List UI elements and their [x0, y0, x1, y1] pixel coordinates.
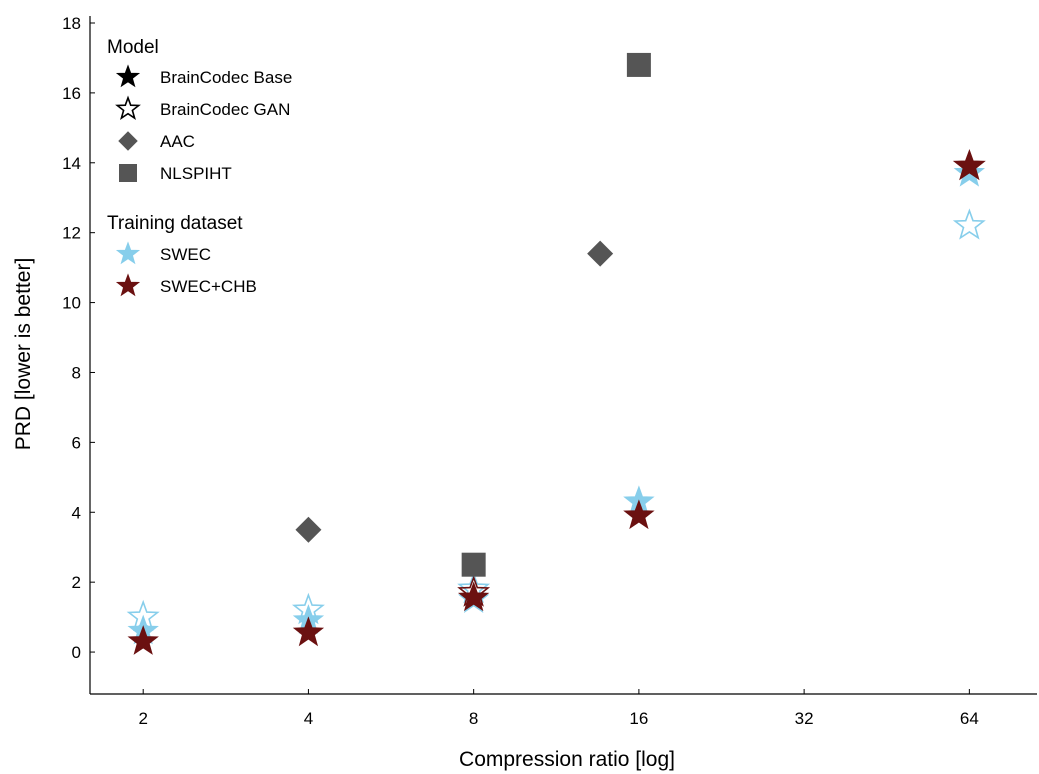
- y-tick-label: 4: [72, 503, 81, 522]
- braincodec-base-swec-chb-point: [127, 625, 159, 655]
- y-tick-label: 2: [72, 573, 81, 592]
- aac-point: [587, 240, 614, 267]
- legend-label: SWEC: [160, 245, 211, 264]
- legend-marker-braincodec-gan: [115, 95, 141, 120]
- braincodec-base-swec-chb-point: [953, 149, 985, 180]
- y-tick-label: 10: [62, 294, 81, 313]
- y-tick-label: 6: [72, 433, 81, 452]
- x-axis-title: Compression ratio [log]: [459, 748, 675, 771]
- data-points: [126, 52, 986, 655]
- legend-marker-nlspiht: [119, 164, 137, 182]
- nlspiht-point: [626, 52, 651, 77]
- y-tick-label: 18: [62, 14, 81, 33]
- legend-label: BrainCodec Base: [160, 68, 292, 87]
- x-tick-label: 4: [304, 709, 313, 728]
- legend-marker-swec: [115, 241, 141, 265]
- braincodec-base-swec-chb-point: [458, 581, 490, 612]
- legend-label: NLSPIHT: [160, 164, 232, 183]
- braincodec-base-swec-chb-point: [623, 499, 655, 530]
- x-tick-label: 16: [629, 709, 648, 728]
- legend-title-dataset: Training dataset: [107, 213, 243, 234]
- y-tick-label: 16: [62, 84, 81, 103]
- legend-label: SWEC+CHB: [160, 277, 257, 296]
- nlspiht-point: [461, 552, 486, 577]
- x-tick-label: 64: [960, 709, 979, 728]
- x-tick-label: 2: [138, 709, 147, 728]
- y-tick-label: 14: [62, 154, 81, 173]
- legend-marker-braincodec-base: [115, 64, 141, 88]
- y-tick-label: 0: [72, 643, 81, 662]
- braincodec-base-swec-chb-point: [292, 616, 325, 647]
- legend-label: AAC: [160, 132, 195, 151]
- legend-marker-swec-chb: [115, 273, 141, 297]
- axes: 0 2 4 6 8 10 12 14 16 18 2 4 8 16 32 64: [62, 14, 1037, 728]
- y-axis-title: PRD [lower is better]: [12, 258, 35, 451]
- legend-label: BrainCodec GAN: [160, 100, 290, 119]
- legend-title-model: Model: [107, 37, 159, 58]
- x-tick-label: 8: [469, 709, 478, 728]
- braincodec-gan-swec-point: [952, 208, 986, 240]
- aac-point: [295, 516, 322, 543]
- y-tick-label: 12: [62, 224, 81, 243]
- y-tick-label: 8: [72, 363, 81, 382]
- x-tick-label: 32: [795, 709, 814, 728]
- legend-marker-aac: [118, 131, 138, 151]
